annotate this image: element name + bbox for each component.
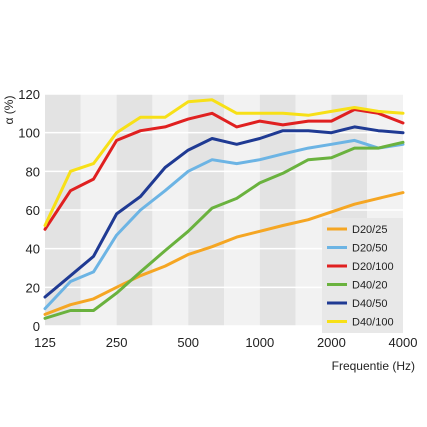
series-line-d20-50 (43, 138, 405, 311)
y-tick-labels: 0 20 40 60 80 100 120 (18, 87, 40, 334)
x-tick-label: 500 (177, 335, 199, 350)
legend-label: D40/50 (352, 298, 387, 310)
x-tick-label: 125 (34, 335, 56, 350)
series-line-d20-25 (43, 191, 405, 316)
x-tick-label: 250 (106, 335, 128, 350)
legend-label: D20/25 (352, 224, 387, 236)
y-tick-label: 0 (33, 319, 40, 334)
y-tick-label: 20 (26, 280, 40, 295)
legend-label: D20/100 (352, 261, 394, 273)
x-axis-label: Frequentie (Hz) (332, 359, 415, 373)
y-axis-label: α (%) (2, 96, 16, 125)
series-line-d20-100 (43, 108, 405, 231)
legend-label: D40/20 (352, 280, 387, 292)
x-tick-label: 4000 (389, 335, 418, 350)
y-tick-label: 80 (26, 164, 40, 179)
y-tick-label: 60 (26, 203, 40, 218)
legend: D20/25 D20/50 D20/100 D40/20 D40/50 D40/100 (322, 218, 403, 333)
x-tick-label: 2000 (317, 335, 346, 350)
series-line-d40-50 (43, 125, 405, 299)
legend-label: D40/100 (352, 317, 394, 329)
x-tick-label: 1000 (245, 335, 274, 350)
series-lines (43, 98, 405, 320)
x-tick-labels: 125 250 500 1000 2000 4000 (34, 335, 417, 350)
y-tick-label: 120 (18, 87, 40, 102)
series-line-d40-100 (43, 98, 405, 227)
y-tick-label: 40 (26, 242, 40, 257)
legend-label: D20/50 (352, 243, 387, 255)
legend-box (322, 218, 403, 333)
series-line-d40-20 (43, 140, 405, 320)
y-tick-label: 100 (18, 126, 40, 141)
